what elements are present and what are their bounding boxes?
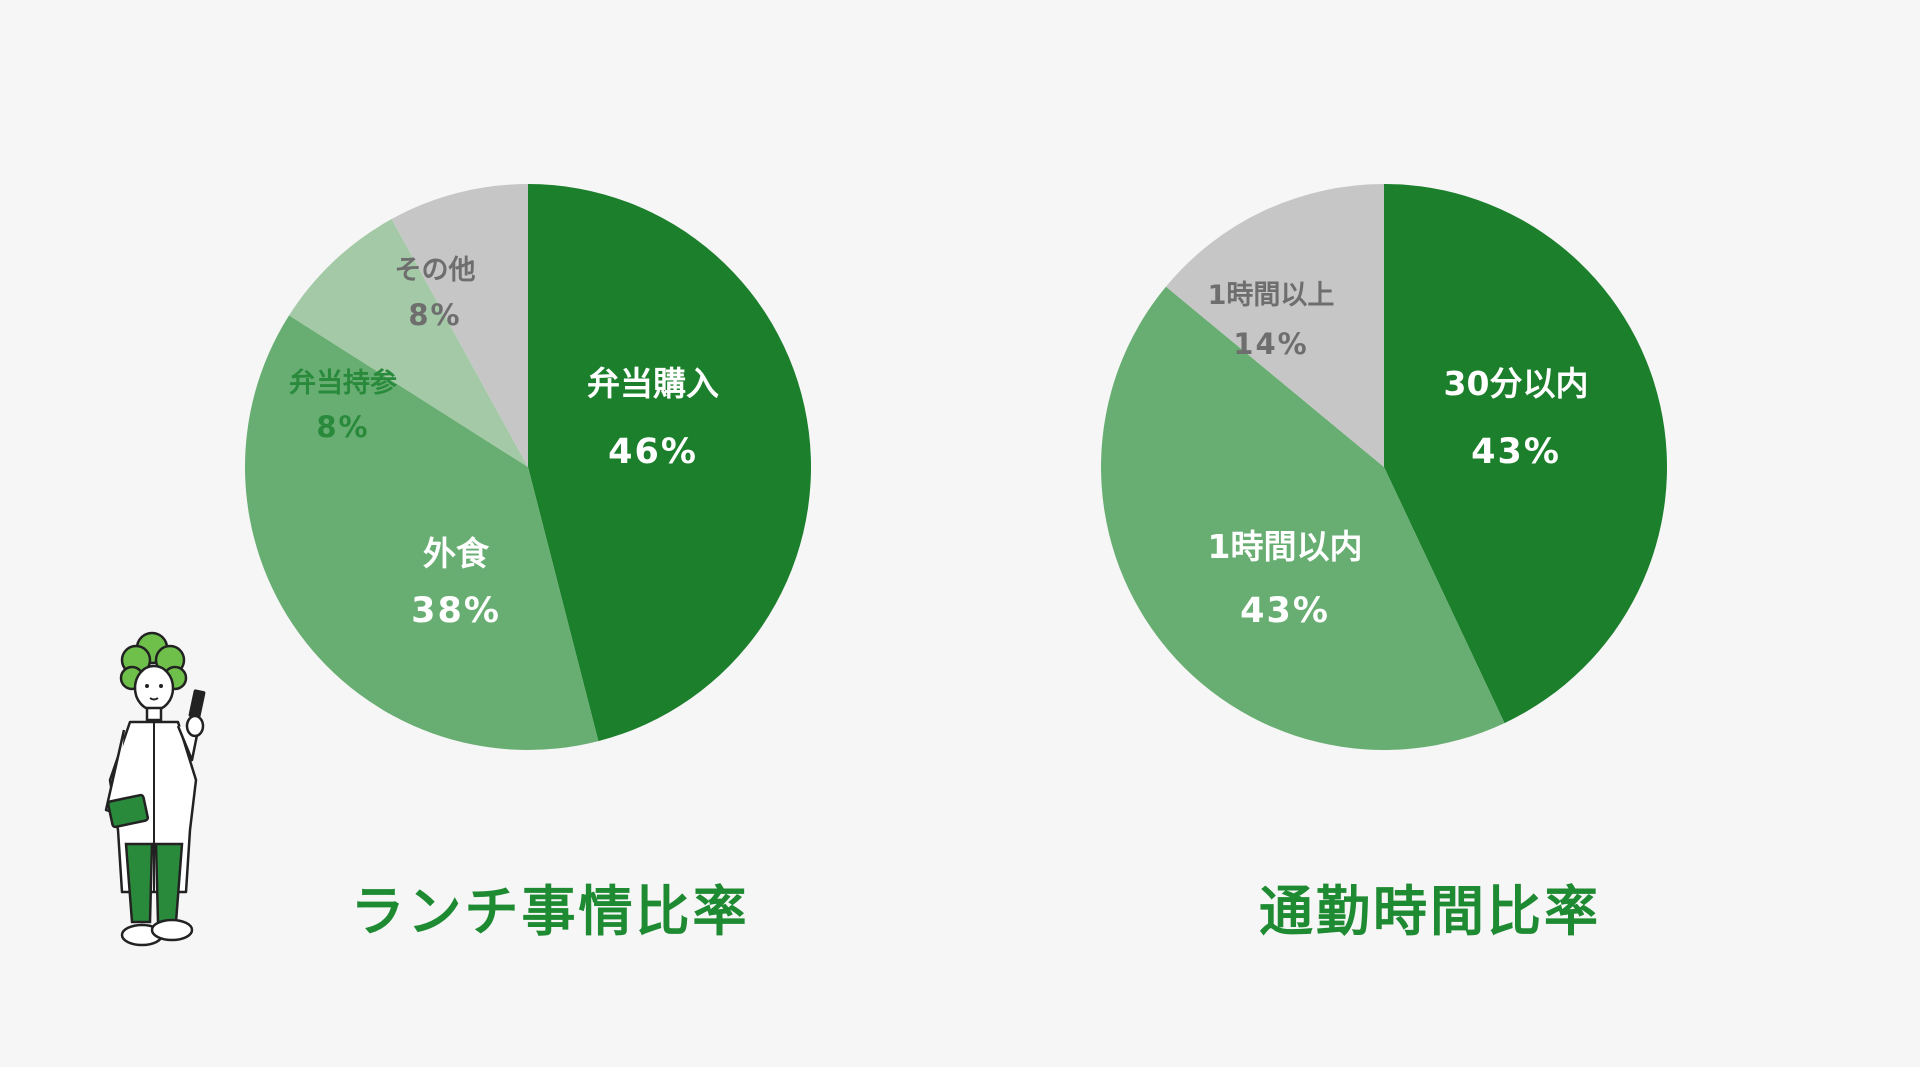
lunch-slice-value-4: 8% xyxy=(408,298,461,332)
commute-slice-value-2: 43% xyxy=(1240,591,1330,631)
lunch-slice-4 xyxy=(391,184,528,467)
lunch-slice-3 xyxy=(289,219,528,467)
lunch-slice-label-3: 弁当持参 xyxy=(289,367,397,399)
lunch-pie: 弁当購入 46% 外食 38% 弁当持参 8% その他 8% xyxy=(245,184,812,750)
commute-slice-2 xyxy=(1100,286,1505,750)
lunch-slice-label-4: その他 xyxy=(395,255,476,286)
commute-slice-label-3: 1時間以上 xyxy=(1208,280,1335,311)
lunch-slice-label-1: 弁当購入 xyxy=(587,364,719,403)
lunch-slice-label-2: 外食 xyxy=(423,534,490,573)
person-with-phone-icon xyxy=(104,631,206,947)
lunch-slice-2 xyxy=(245,315,599,750)
lunch-chart-title: ランチ事情比率 xyxy=(350,880,750,943)
lunch-slice-value-3: 8% xyxy=(316,410,369,444)
commute-slice-3 xyxy=(1165,184,1384,467)
lunch-slice-1 xyxy=(528,184,812,742)
commute-slice-1 xyxy=(1384,184,1667,724)
commute-chart-title: 通勤時間比率 xyxy=(1259,880,1601,943)
commute-slice-value-1: 43% xyxy=(1471,432,1561,472)
commute-slice-label-1: 30分以内 xyxy=(1444,364,1589,403)
commute-slice-value-3: 14% xyxy=(1233,327,1308,361)
commute-slice-label-2: 1時間以内 xyxy=(1208,527,1363,566)
lunch-slice-value-1: 46% xyxy=(608,432,698,472)
commute-pie: 30分以内 43% 1時間以内 43% 1時間以上 14% xyxy=(1100,184,1667,750)
lunch-slice-value-2: 38% xyxy=(411,591,501,631)
